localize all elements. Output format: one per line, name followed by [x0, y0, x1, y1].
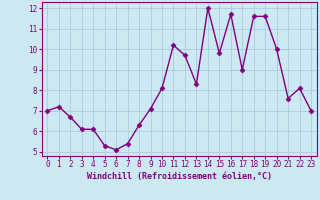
- X-axis label: Windchill (Refroidissement éolien,°C): Windchill (Refroidissement éolien,°C): [87, 172, 272, 181]
